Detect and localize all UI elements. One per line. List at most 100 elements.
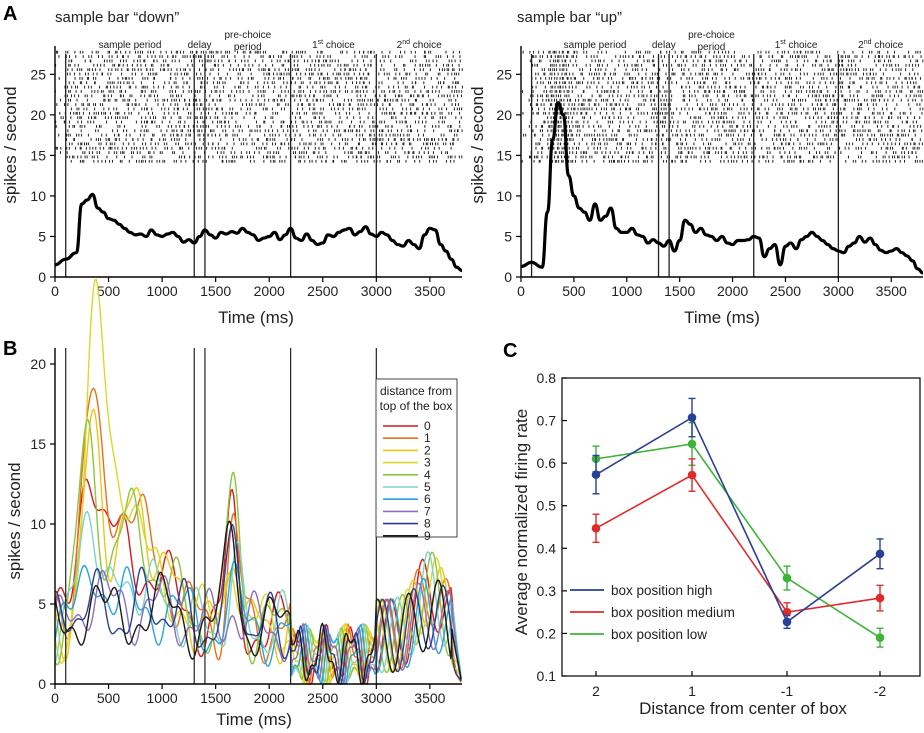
series-line-9: [54, 520, 462, 685]
panel-c: C 0.1 0.2 0.3 0.4 0.5 0.6 0.7 0.8 2 1 -1 -2 box pos…: [503, 340, 921, 718]
axes: 0 500 1000 1500 2000 2500 3000 3500 0 5 10 15 20 25: [496, 46, 923, 299]
y-tick-label: 15: [30, 436, 46, 452]
axes: 0 500 1000 1500 2000 2500 3000 3500 0 5 10 15 20 25: [30, 46, 462, 299]
x-tick-label: 3000: [361, 283, 392, 299]
legend-label-3: 3: [424, 456, 431, 470]
legend-label-9: 9: [424, 529, 431, 543]
data-point: [875, 549, 885, 559]
epoch-label-number: 2: [397, 40, 403, 51]
series-line-8: [55, 523, 462, 685]
axes: 0.1 0.2 0.3 0.4 0.5 0.6 0.7 0.8 2 1 -1 -2: [537, 370, 921, 699]
panel-a-right: sample bar “up” sample period delay pre-ch…: [468, 9, 924, 327]
y-tick-label: 0.7: [537, 413, 557, 429]
y-tick-label: 15: [496, 147, 512, 163]
epoch-label-text: choice: [323, 40, 355, 51]
x-tick-label: 1500: [664, 283, 695, 299]
y-tick-label: 25: [30, 66, 46, 82]
x-tick-label: 2000: [254, 690, 285, 706]
x-tick-label: 500: [97, 690, 121, 706]
epoch-label: delay: [652, 40, 676, 51]
x-tick-label: 1000: [147, 283, 178, 299]
epoch-label: period: [698, 42, 726, 53]
x-axis-label: Time (ms): [684, 308, 760, 327]
y-axis-label: spikes / second: [1, 86, 20, 203]
data-point: [782, 607, 792, 617]
x-tick-label: 1000: [147, 690, 178, 706]
y-tick-label: 0.1: [537, 668, 557, 684]
y-tick-label: 15: [30, 147, 46, 163]
epoch-label: sample period: [564, 40, 627, 51]
epoch-lines: [530, 54, 840, 277]
x-axis-label: Time (ms): [216, 710, 292, 729]
x-tick-label: 1000: [611, 283, 642, 299]
panel-a-right-title: sample bar “up”: [517, 9, 622, 26]
y-tick-label: 10: [30, 188, 46, 204]
x-tick-label: -2: [874, 683, 887, 699]
legend-label-1: 1: [424, 431, 431, 445]
x-tick-label: 2000: [254, 283, 285, 299]
data-point: [687, 470, 697, 480]
y-tick-label: 0.4: [537, 540, 557, 556]
epoch-label-superscript: nd: [864, 39, 872, 46]
epoch-label-text: choice: [410, 40, 442, 51]
x-tick-label: 1500: [200, 283, 231, 299]
epoch-label-superscript: st: [780, 39, 786, 46]
spike-raster: [521, 50, 924, 163]
x-tick-label: 2000: [717, 283, 748, 299]
epoch-label-superscript: nd: [402, 39, 410, 46]
legend-label-1: box position medium: [611, 605, 735, 620]
data-point: [591, 470, 601, 479]
y-tick-label: 0: [38, 676, 46, 692]
legend-label-5: 5: [424, 480, 431, 494]
y-tick-label: 10: [30, 516, 46, 532]
firing-rate-line: [54, 192, 463, 273]
legend-title-line-2: top of the box: [380, 399, 453, 413]
x-tick-label: 500: [562, 283, 586, 299]
y-tick-label: 5: [504, 228, 512, 244]
series-line-0: [595, 416, 881, 624]
spike-raster: [54, 50, 463, 163]
data-point: [782, 573, 792, 583]
legend-label-4: 4: [424, 468, 431, 482]
y-tick-label: 0: [38, 269, 46, 285]
x-tick-label: 500: [97, 283, 121, 299]
legend-label-2: box position low: [611, 627, 707, 642]
y-tick-label: 0.2: [537, 625, 557, 641]
legend-title-line-1: distance from: [380, 384, 452, 398]
y-tick-label: 0.8: [537, 370, 557, 386]
legend-label-7: 7: [424, 504, 431, 518]
y-tick-label: 20: [30, 356, 46, 372]
distance-series: [54, 278, 462, 685]
legend-label-8: 8: [424, 517, 431, 531]
y-tick-label: 20: [496, 107, 512, 123]
x-tick-label: 2500: [307, 690, 338, 706]
box-position-series: [591, 397, 885, 648]
x-axis-label: Time (ms): [218, 308, 294, 327]
x-tick-label: 3500: [414, 690, 445, 706]
epoch-label-text: choice: [872, 40, 904, 51]
y-tick-label: 0.6: [537, 455, 557, 471]
epoch-label: delay: [188, 40, 212, 51]
x-tick-label: 2500: [770, 283, 801, 299]
y-tick-label: 0.3: [537, 583, 557, 599]
epoch-label: period: [234, 42, 262, 53]
epoch-label-number: 1: [775, 40, 781, 51]
panel-letter-c: C: [503, 340, 517, 362]
y-tick-label: 0.5: [537, 498, 557, 514]
x-axis-label: Distance from center of box: [639, 699, 847, 718]
x-tick-label: 3500: [876, 283, 907, 299]
data-point: [687, 413, 697, 422]
plot-frame: [561, 377, 921, 677]
firing-rate-line: [520, 101, 924, 275]
epoch-label: pre-choice: [688, 30, 735, 41]
y-tick-label: 20: [30, 107, 46, 123]
epoch-label: sample period: [99, 40, 162, 51]
x-tick-label: 1: [688, 683, 696, 699]
series-line-5: [54, 510, 462, 685]
x-tick-label: 3000: [823, 283, 854, 299]
